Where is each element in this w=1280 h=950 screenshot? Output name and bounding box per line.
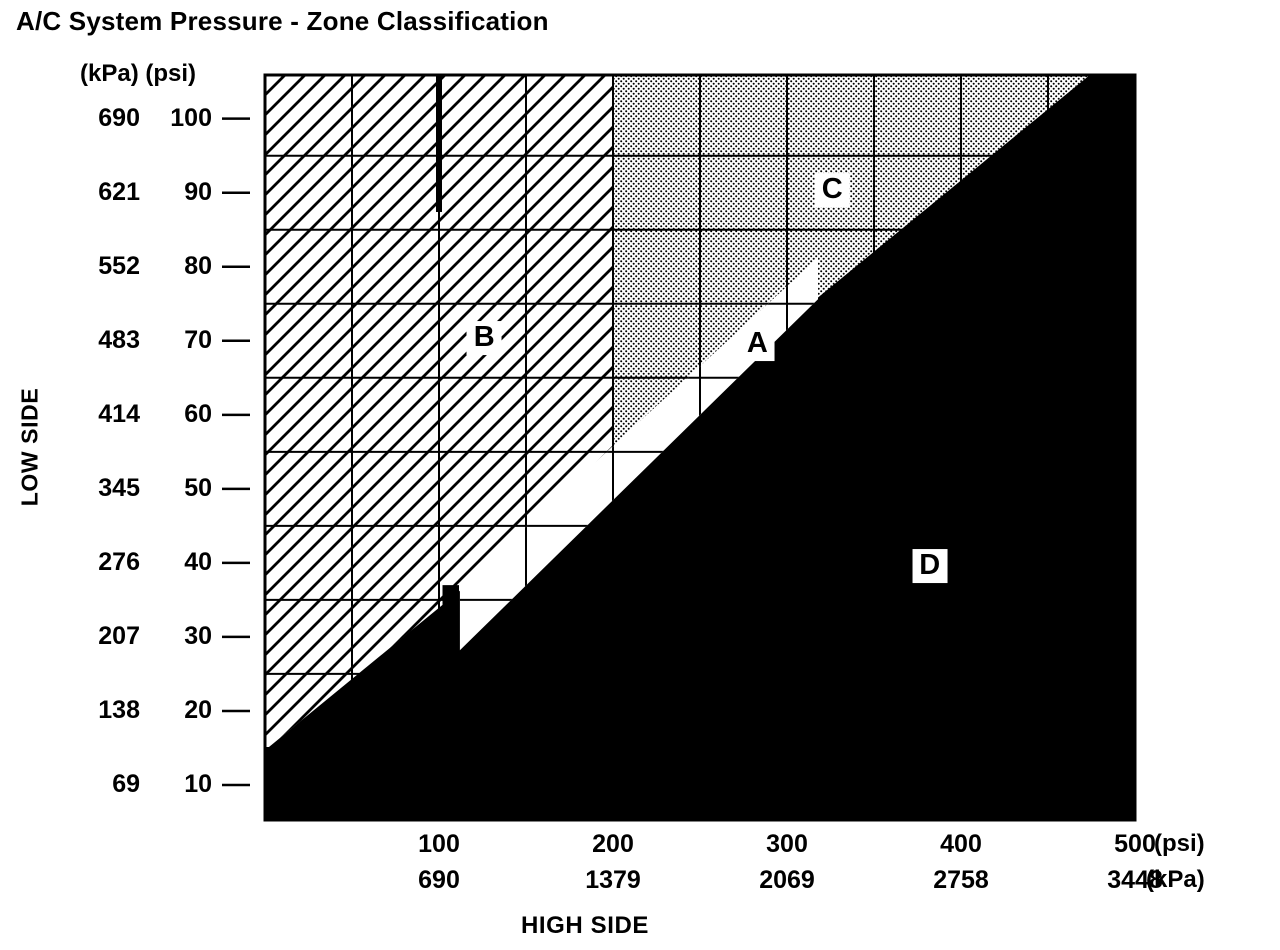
y-axis-psi-label: 60 — [184, 400, 212, 429]
y-axis-row: 621 90 — [0, 177, 212, 209]
y-axis-row: 207 30 — [0, 621, 212, 653]
x-axis-psi-label: 200 — [592, 830, 634, 858]
y-axis-kpa-label: 690 — [98, 104, 140, 133]
zone-b-region — [265, 75, 613, 751]
y-axis-row: 690 100 — [0, 103, 212, 135]
y-axis-psi-label: 30 — [184, 622, 212, 651]
y-axis-psi-label: 40 — [184, 548, 212, 577]
y-axis-row: 483 70 — [0, 325, 212, 357]
y-axis-kpa-label: 345 — [98, 474, 140, 503]
y-axis-row: 414 60 — [0, 399, 212, 431]
y-axis-psi-label: 70 — [184, 326, 212, 355]
y-axis-units-header: (kPa) (psi) — [80, 60, 197, 87]
y-axis-psi-label: 100 — [170, 104, 212, 133]
zone-label-a: A — [739, 327, 775, 362]
x-axis-psi-label: 500 — [1114, 830, 1156, 858]
zone-fills — [265, 75, 1135, 820]
x-axis-kpa-label: 1379 — [585, 866, 641, 894]
y-axis-kpa-label: 69 — [112, 770, 140, 799]
y-axis-kpa-label: 483 — [98, 326, 140, 355]
y-axis-ticks — [222, 117, 250, 787]
y-axis-row: 345 50 — [0, 473, 212, 505]
x-axis-psi-label: 100 — [418, 830, 460, 858]
x-axis-kpa-label: 3448 — [1107, 866, 1163, 894]
zone-label-b: B — [466, 320, 502, 355]
x-axis-psi-label: 300 — [766, 830, 808, 858]
y-axis-row: 69 10 — [0, 769, 212, 801]
x-axis-kpa-label: 2758 — [933, 866, 989, 894]
y-axis-psi-label: 10 — [184, 770, 212, 799]
y-axis-kpa-label: 276 — [98, 548, 140, 577]
y-axis-kpa-label: 414 — [98, 400, 140, 429]
x-axis-kpa-label: 690 — [418, 866, 460, 894]
plot-frame — [263, 73, 1137, 822]
y-axis-psi-label: 50 — [184, 474, 212, 503]
zone-label-d: D — [912, 548, 948, 583]
y-axis-psi-label: 80 — [184, 252, 212, 281]
y-axis-kpa-label: 207 — [98, 622, 140, 651]
zone-d-region — [265, 75, 1135, 820]
y-axis-row: 276 40 — [0, 547, 212, 579]
y-axis-psi-label: 90 — [184, 178, 212, 207]
chart-title: A/C System Pressure - Zone Classificatio… — [16, 6, 549, 36]
x-axis-unit-kpa: (kPa) — [1146, 866, 1205, 893]
x-axis-title: HIGH SIDE — [520, 912, 650, 939]
y-axis-row: 552 80 — [0, 251, 212, 283]
zone-c-region — [613, 75, 1090, 446]
x-axis-unit-psi: (psi) — [1154, 830, 1205, 857]
y-axis-kpa-label: 621 — [98, 178, 140, 207]
y-axis-psi-label: 20 — [184, 696, 212, 725]
x-axis-psi-label: 400 — [940, 830, 982, 858]
zone-label-c: C — [814, 173, 850, 208]
y-axis-kpa-label: 552 — [98, 252, 140, 281]
x-axis-kpa-label: 2069 — [759, 866, 815, 894]
y-axis-title: LOW SIDE — [16, 387, 43, 507]
zone-a-region — [459, 257, 818, 651]
y-axis-row: 138 20 — [0, 695, 212, 727]
zone-d-step-region — [442, 585, 459, 655]
y-axis-kpa-label: 138 — [98, 696, 140, 725]
